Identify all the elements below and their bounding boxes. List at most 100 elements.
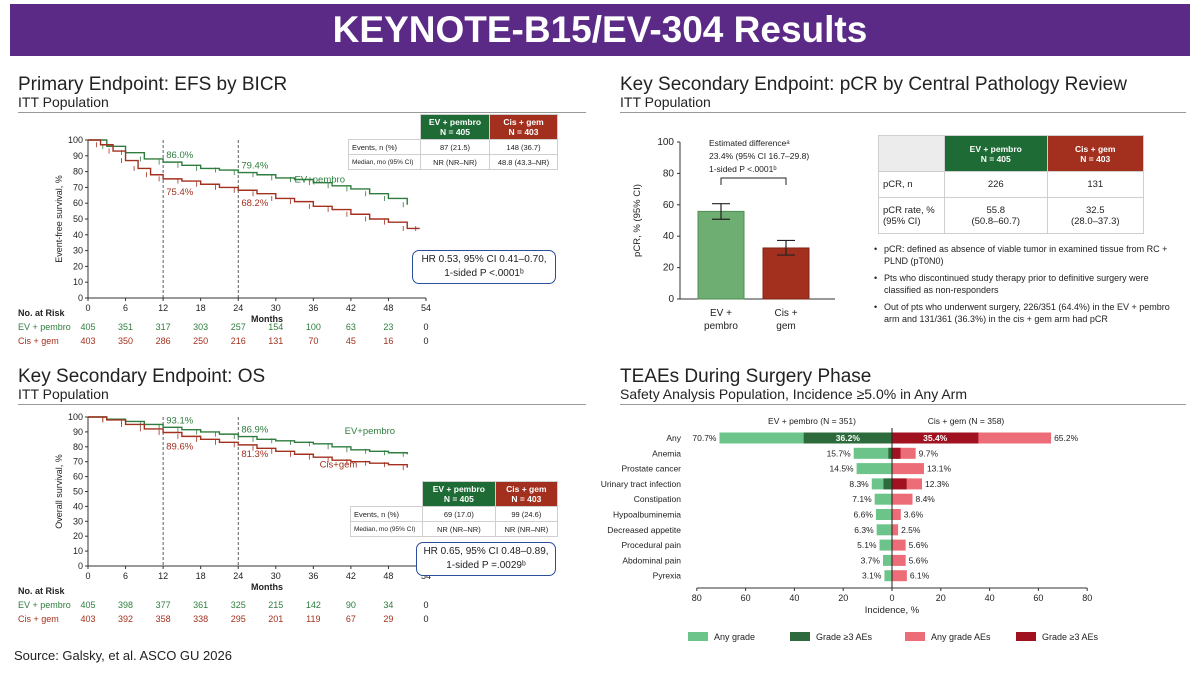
pcr-y-tick-label: 60 bbox=[663, 200, 675, 211]
pcr-y-tick-label: 100 bbox=[657, 137, 674, 148]
os-hr-line2: 1-sided P =.0029ᵇ bbox=[423, 559, 549, 573]
os-risk-table: No. at Risk EV + pembro Cis + gem 405 398… bbox=[18, 586, 448, 626]
teae-bar-cis-any bbox=[892, 540, 906, 551]
os-table-cell: 99 (24.6) bbox=[495, 507, 557, 522]
os-y-tick-label: 50 bbox=[73, 487, 83, 497]
os-hr-box: HR 0.65, 95% CI 0.48–0.89, 1-sided P =.0… bbox=[416, 542, 556, 576]
teae-category-label: Urinary tract infection bbox=[601, 479, 682, 489]
teae-bar-cis-any bbox=[892, 463, 924, 474]
risk-count: 0 bbox=[423, 614, 428, 624]
os-y-tick-label: 70 bbox=[73, 457, 83, 467]
pcr-rate-label-2: (95% CI) bbox=[883, 216, 940, 227]
teae-category-label: Any bbox=[666, 433, 681, 443]
risk-count: 23 bbox=[383, 322, 393, 332]
efs-ev-12mo-label: 86.0% bbox=[166, 150, 193, 161]
os-y-tick-label: 10 bbox=[73, 546, 83, 556]
teae-bar-cis-any bbox=[892, 509, 901, 520]
os-table-col-cis: Cis + gem N = 403 bbox=[495, 482, 557, 507]
teae-x-tick-label: 80 bbox=[1082, 593, 1092, 603]
pcr-category-label: pembro bbox=[704, 321, 738, 332]
risk-count: 303 bbox=[193, 322, 208, 332]
os-table-cell: NR (NR–NR) bbox=[495, 522, 557, 537]
risk-count: 29 bbox=[383, 614, 393, 624]
risk-count: 250 bbox=[193, 336, 208, 346]
pcr-note: Out of pts who underwent surgery, 226/35… bbox=[874, 301, 1174, 325]
teae-cis-grade3-label: 35.4% bbox=[923, 433, 948, 443]
teae-category-label: Procedural pain bbox=[621, 540, 681, 550]
teae-cis-value-label: 9.7% bbox=[919, 448, 939, 458]
risk-count: 351 bbox=[118, 322, 133, 332]
pcr-table-col-cis: Cis + gem N = 403 bbox=[1047, 136, 1143, 172]
teae-bar-cis-any bbox=[892, 570, 907, 581]
pcr-rate-cis-ci: (28.0–37.3) bbox=[1052, 216, 1139, 227]
pcr-diff-label: Estimated differenceᵃ bbox=[709, 138, 790, 148]
efs-y-axis-title: Event-free survival, % bbox=[54, 175, 64, 263]
teae-x-tick-label: 20 bbox=[838, 593, 848, 603]
os-ev-24mo-label: 86.9% bbox=[241, 425, 268, 436]
os-hr-line1: HR 0.65, 95% CI 0.48–0.89, bbox=[423, 545, 549, 559]
risk-count: 154 bbox=[268, 322, 283, 332]
risk-count: 119 bbox=[306, 614, 320, 624]
pcr-rate-ev-ci: (50.8–60.7) bbox=[949, 216, 1043, 227]
os-x-tick-label: 24 bbox=[233, 571, 243, 581]
pcr-y-axis-title: pCR, % (95% CI) bbox=[632, 184, 643, 257]
teae-cis-value-label: 12.3% bbox=[925, 479, 950, 489]
os-cis-24mo-label: 81.3% bbox=[241, 449, 268, 460]
teae-category-label: Abdominal pain bbox=[622, 555, 681, 565]
os-cis-12mo-label: 89.6% bbox=[166, 441, 193, 452]
teae-ev-value-label: 70.7% bbox=[692, 433, 717, 443]
efs-risk-cis-label: Cis + gem bbox=[18, 336, 59, 346]
pcr-category-label: gem bbox=[776, 321, 795, 332]
risk-count: 392 bbox=[118, 614, 133, 624]
teae-bar-cis-any bbox=[892, 494, 912, 505]
pcr-table-cell: 55.8 (50.8–60.7) bbox=[945, 198, 1048, 234]
efs-table-cell: NR (NR–NR) bbox=[421, 155, 490, 170]
pcr-y-tick-label: 20 bbox=[663, 263, 675, 274]
efs-y-tick-label: 70 bbox=[73, 182, 83, 192]
teae-bar-cis-grade3 bbox=[892, 448, 901, 459]
teae-bar-ev-any bbox=[857, 463, 892, 474]
teae-x-tick-label: 20 bbox=[936, 593, 946, 603]
teae-x-axis-title: Incidence, % bbox=[865, 605, 920, 616]
efs-y-tick-label: 0 bbox=[78, 293, 83, 303]
risk-count: 201 bbox=[268, 614, 283, 624]
pcr-y-tick-label: 40 bbox=[663, 231, 675, 242]
os-y-tick-label: 30 bbox=[73, 516, 83, 526]
risk-count: 361 bbox=[193, 600, 208, 610]
efs-cis-12mo-label: 75.4% bbox=[166, 187, 193, 198]
os-x-tick-label: 18 bbox=[196, 571, 206, 581]
risk-count: 403 bbox=[80, 336, 95, 346]
efs-table-row-label: Median, mo (95% CI) bbox=[349, 155, 421, 170]
efs-table-row-label: Events, n (%) bbox=[349, 140, 421, 155]
teae-legend-swatch bbox=[1016, 632, 1036, 641]
risk-count: 257 bbox=[231, 322, 246, 332]
pcr-y-tick-label: 80 bbox=[663, 168, 675, 179]
pcr-y-tick-label: 0 bbox=[668, 294, 674, 305]
os-y-tick-label: 60 bbox=[73, 472, 83, 482]
teae-cis-value-label: 13.1% bbox=[927, 464, 952, 474]
risk-count: 358 bbox=[156, 614, 171, 624]
teae-right-header: Cis + gem (N = 358) bbox=[928, 416, 1005, 426]
teae-ev-value-label: 5.1% bbox=[857, 540, 877, 550]
pcr-table-cell: 226 bbox=[945, 172, 1048, 198]
pcr-bar-ev bbox=[698, 211, 744, 299]
efs-table-col-cis: Cis + gem N = 403 bbox=[490, 115, 558, 140]
risk-count: 295 bbox=[231, 614, 246, 624]
os-table-col-ev: EV + pembro N = 405 bbox=[423, 482, 496, 507]
teae-legend-label: Grade ≥3 AEs bbox=[816, 632, 872, 642]
pcr-rate-label-1: pCR rate, % bbox=[883, 205, 940, 216]
os-x-tick-label: 6 bbox=[123, 571, 128, 581]
teae-category-label: Constipation bbox=[634, 494, 682, 504]
efs-y-tick-label: 10 bbox=[73, 277, 83, 287]
efs-y-tick-label: 80 bbox=[73, 167, 83, 177]
os-table-corner bbox=[351, 482, 423, 507]
teae-ev-grade3-label: 36.2% bbox=[836, 433, 861, 443]
os-risk-cis-label: Cis + gem bbox=[18, 614, 59, 624]
efs-y-tick-label: 30 bbox=[73, 246, 83, 256]
efs-hr-box: HR 0.53, 95% CI 0.41–0.70, 1-sided P <.0… bbox=[412, 250, 556, 284]
os-x-tick-label: 36 bbox=[308, 571, 318, 581]
risk-count: 45 bbox=[346, 336, 356, 346]
risk-count: 405 bbox=[80, 322, 95, 332]
teae-bar-ev-any bbox=[854, 448, 892, 459]
risk-count: 403 bbox=[80, 614, 95, 624]
